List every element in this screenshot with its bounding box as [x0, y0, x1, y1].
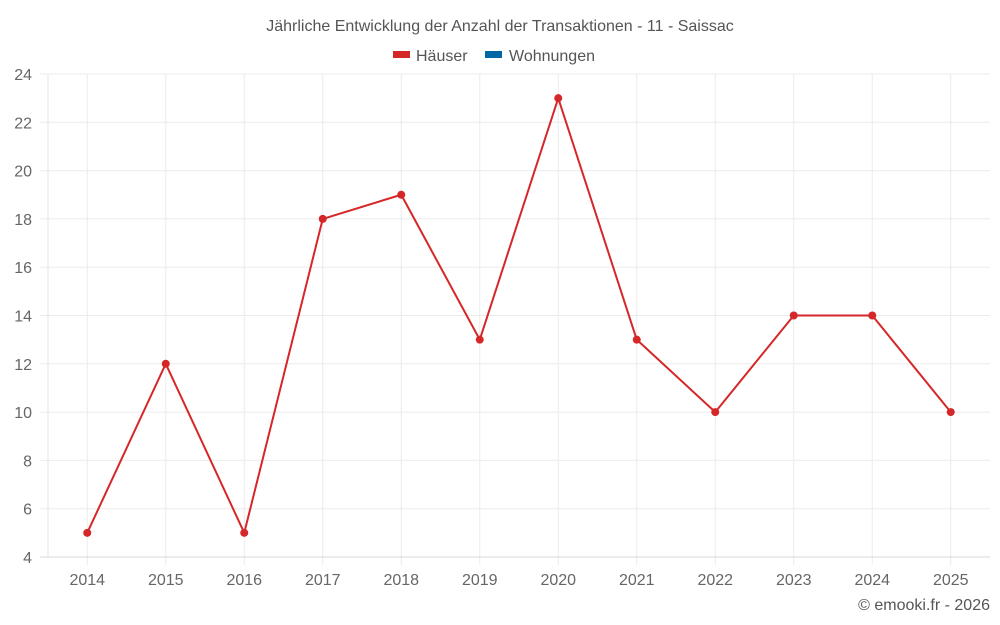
legend-item-wohnungen[interactable]: Wohnungen — [485, 48, 595, 65]
data-point[interactable] — [83, 528, 92, 537]
legend-label-haeuser: Häuser — [416, 48, 468, 65]
x-tick-label: 2023 — [776, 572, 812, 589]
data-point[interactable] — [789, 311, 798, 320]
y-tick-label: 20 — [14, 164, 32, 181]
data-point[interactable] — [240, 528, 249, 537]
legend-item-haeuser[interactable]: Häuser — [393, 48, 468, 65]
data-point[interactable] — [161, 359, 170, 368]
x-tick-label: 2014 — [69, 572, 105, 589]
y-tick-label: 8 — [23, 453, 32, 470]
series-line-haeuser — [86, 97, 952, 534]
y-tick-label: 16 — [14, 260, 32, 277]
x-axis-ticks: 2014 2015 2016 2017 2018 2019 2020 2021 2022 2023… — [69, 572, 968, 589]
legend-label-wohnungen: Wohnungen — [509, 48, 595, 65]
data-point[interactable] — [711, 408, 720, 417]
x-tick-label: 2024 — [854, 572, 890, 589]
x-tick-label: 2018 — [383, 572, 419, 589]
series-haeuser — [83, 94, 955, 537]
data-point[interactable] — [397, 190, 406, 199]
x-tick-label: 2025 — [933, 572, 969, 589]
y-axis-ticks: 4 6 8 10 12 14 16 18 20 22 24 — [14, 67, 32, 567]
data-point[interactable] — [475, 335, 484, 344]
y-tick-label: 10 — [14, 405, 32, 422]
grid — [40, 73, 990, 565]
legend-swatch-wohnungen — [485, 51, 502, 58]
y-tick-label: 6 — [23, 502, 32, 519]
credit-text: © emooki.fr - 2026 — [858, 597, 990, 614]
x-tick-label: 2017 — [305, 572, 341, 589]
x-tick-label: 2015 — [148, 572, 184, 589]
y-tick-label: 12 — [14, 357, 32, 374]
data-point[interactable] — [868, 311, 877, 320]
data-point[interactable] — [554, 94, 563, 103]
chart-title: Jährliche Entwicklung der Anzahl der Tra… — [266, 18, 734, 35]
data-point[interactable] — [632, 335, 641, 344]
y-tick-label: 24 — [14, 67, 32, 84]
x-tick-label: 2021 — [619, 572, 655, 589]
data-point[interactable] — [318, 214, 327, 223]
legend-swatch-haeuser — [393, 51, 410, 58]
y-tick-label: 22 — [14, 115, 32, 132]
axes — [40, 74, 990, 558]
x-tick-label: 2019 — [462, 572, 498, 589]
y-tick-label: 14 — [14, 309, 32, 326]
data-point[interactable] — [946, 408, 955, 417]
x-tick-label: 2016 — [226, 572, 262, 589]
x-tick-label: 2022 — [697, 572, 733, 589]
y-tick-label: 4 — [23, 550, 32, 567]
legend: Häuser Wohnungen — [393, 48, 595, 65]
x-tick-label: 2020 — [540, 572, 576, 589]
y-tick-label: 18 — [14, 212, 32, 229]
